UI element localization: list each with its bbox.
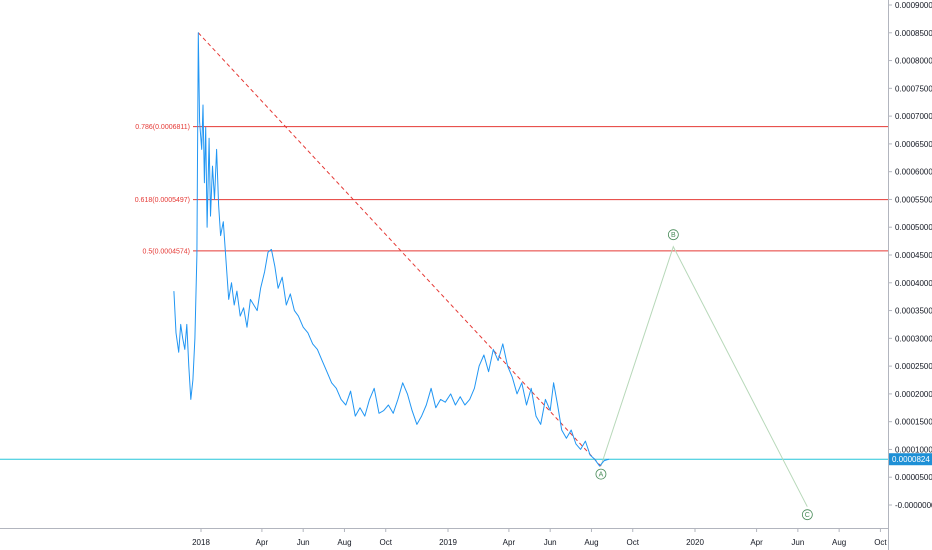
x-tick-label: Apr <box>256 538 269 547</box>
x-tick-label: Aug <box>584 538 598 547</box>
x-tick-label: Aug <box>832 538 846 547</box>
wave-label-text: C <box>805 512 810 519</box>
y-tick-label: 0.0006000 <box>895 168 932 177</box>
wave-label-circle[interactable] <box>667 229 679 241</box>
y-tick-label: 0.0009000 <box>895 1 932 10</box>
wave-label-text: A <box>599 472 604 479</box>
x-tick-label: Aug <box>337 538 351 547</box>
y-tick-label: 0.0007000 <box>895 112 932 121</box>
wave-label-text: B <box>671 232 676 239</box>
x-tick-label: 2020 <box>686 538 704 547</box>
trend-line <box>197 32 602 467</box>
y-tick-label: 0.0005000 <box>895 223 932 232</box>
y-tick-label: 0.0003000 <box>895 334 932 343</box>
y-tick-label: 0.0001000 <box>895 445 932 454</box>
projection-path <box>600 245 808 507</box>
last-price-tag <box>889 453 932 466</box>
y-tick-label: 0.0003500 <box>895 307 932 316</box>
wave-label-circle[interactable] <box>595 468 607 480</box>
y-tick-label: 0.0002500 <box>895 362 932 371</box>
y-tick-label: -0.0000000 <box>895 501 932 510</box>
y-tick-label: 0.0004500 <box>895 251 932 260</box>
x-tick-label: Jun <box>544 538 557 547</box>
y-tick-label: 0.0004000 <box>895 279 932 288</box>
x-tick-label: 2019 <box>439 538 457 547</box>
x-tick-label: Oct <box>380 538 393 547</box>
fib-level-label: 0.618(0.0005497) <box>135 197 190 204</box>
x-tick-label: Oct <box>627 538 640 547</box>
wave-label-circle[interactable] <box>801 509 813 521</box>
y-tick-label: 0.0008000 <box>895 57 932 66</box>
price-line[interactable] <box>173 32 610 467</box>
fib-level-label: 0.786(0.0006811) <box>135 124 190 131</box>
y-tick-label: 0.0006500 <box>895 140 932 149</box>
last-price-label: 0.0000824 <box>892 455 930 464</box>
fib-level-label: 0.5(0.0004574) <box>143 248 190 255</box>
x-tick-label: Apr <box>503 538 516 547</box>
x-tick-label: Jun <box>297 538 310 547</box>
y-tick-label: 0.0000500 <box>895 473 932 482</box>
y-tick-label: 0.0008500 <box>895 29 932 38</box>
y-tick-label: 0.0002000 <box>895 390 932 399</box>
y-tick-label: 0.0001500 <box>895 418 932 427</box>
x-tick-label: Apr <box>750 538 763 547</box>
y-tick-label: 0.0005500 <box>895 195 932 204</box>
y-tick-label: 0.0007500 <box>895 84 932 93</box>
x-tick-label: Oct <box>874 538 887 547</box>
x-tick-label: Jun <box>791 538 804 547</box>
x-tick-label: 2018 <box>192 538 210 547</box>
